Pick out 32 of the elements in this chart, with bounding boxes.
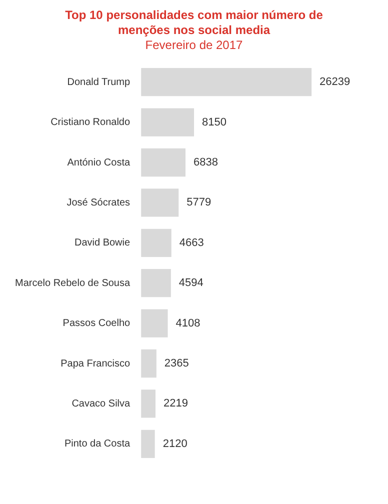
bar <box>141 390 156 418</box>
data-label: 2219 <box>163 398 188 410</box>
y-tick-label: Cristiano Ronaldo <box>50 117 130 128</box>
y-tick-label: Donald Trump <box>67 76 130 88</box>
data-label: 26239 <box>320 76 350 88</box>
data-label: 2365 <box>164 358 189 370</box>
data-label: 5779 <box>186 196 212 209</box>
y-tick-label: António Costa <box>67 157 130 168</box>
chart-subtitle: Fevereiro de 2017 <box>144 38 244 53</box>
y-tick-label: José Sócrates <box>66 197 130 208</box>
bar <box>141 108 194 136</box>
y-tick-label: Passos Coelho <box>62 318 130 330</box>
bar <box>141 430 155 458</box>
y-tick-label: Marcelo Rebelo de Sousa <box>14 278 130 289</box>
bar <box>141 309 168 338</box>
data-label: 6838 <box>194 156 218 169</box>
bar <box>141 349 156 378</box>
y-tick-label: Cavaco Silva <box>72 398 131 410</box>
y-tick-label: Papa Francisco <box>60 358 130 370</box>
bar <box>141 68 312 96</box>
data-label: 4663 <box>179 236 204 249</box>
y-tick-label: David Bowie <box>74 238 130 249</box>
bar <box>141 269 171 298</box>
data-label: 4108 <box>176 317 200 330</box>
data-label: 8150 <box>202 116 227 128</box>
data-label: 4594 <box>178 277 204 290</box>
chart-title: Top 10 personalidades com maior número de menções nos social media <box>64 8 324 38</box>
bar <box>141 188 179 217</box>
data-label: 2120 <box>162 438 188 450</box>
y-tick-label: Pinto da Costa <box>64 438 130 450</box>
bar <box>141 148 186 177</box>
bar <box>141 228 172 257</box>
